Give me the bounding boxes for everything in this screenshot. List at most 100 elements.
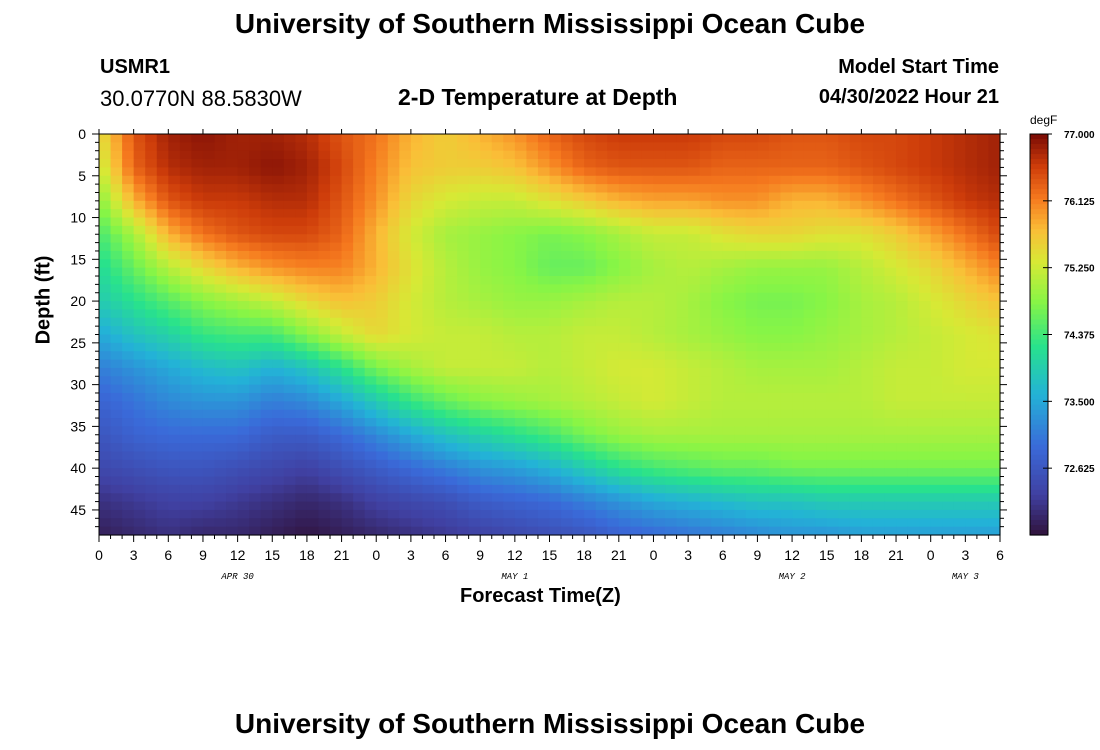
heatmap-cell bbox=[260, 342, 273, 352]
heatmap-cell bbox=[607, 317, 620, 327]
heatmap-cell bbox=[468, 501, 481, 511]
heatmap-cell bbox=[561, 159, 574, 169]
heatmap-cell bbox=[711, 184, 724, 194]
heatmap-cell bbox=[353, 234, 366, 244]
heatmap-cell bbox=[537, 134, 551, 143]
heatmap-cell bbox=[745, 301, 759, 311]
heatmap-cell bbox=[99, 250, 112, 260]
x-tick-label: 0 bbox=[372, 547, 380, 563]
heatmap-cell bbox=[445, 259, 458, 269]
heatmap-cell bbox=[99, 376, 112, 386]
heatmap-cell bbox=[514, 134, 527, 143]
heatmap-cell bbox=[549, 225, 562, 235]
heatmap-cell bbox=[445, 309, 458, 319]
heatmap-cell bbox=[572, 225, 585, 235]
heatmap-cell bbox=[445, 225, 458, 235]
heatmap-cell bbox=[491, 493, 504, 503]
heatmap-cell bbox=[179, 409, 193, 419]
heatmap-cell bbox=[168, 367, 181, 377]
heatmap-cell bbox=[953, 317, 966, 327]
heatmap-cell bbox=[641, 468, 655, 478]
heatmap-cell bbox=[191, 142, 204, 152]
heatmap-cell bbox=[584, 267, 597, 277]
heatmap-cell bbox=[387, 526, 400, 536]
heatmap-cell bbox=[503, 401, 516, 411]
heatmap-cell bbox=[780, 250, 793, 260]
heatmap-cell bbox=[480, 418, 493, 427]
heatmap-cell bbox=[283, 409, 296, 419]
heatmap-cell bbox=[226, 175, 239, 185]
heatmap-cell bbox=[745, 242, 759, 252]
heatmap-cell bbox=[711, 351, 724, 361]
heatmap-cell bbox=[584, 526, 597, 536]
heatmap-cell bbox=[884, 476, 897, 486]
heatmap-cell bbox=[942, 309, 955, 319]
heatmap-cell bbox=[480, 209, 493, 219]
heatmap-cell bbox=[318, 259, 331, 269]
heatmap-cell bbox=[260, 259, 273, 269]
heatmap-cell bbox=[942, 518, 955, 528]
heatmap-cell bbox=[387, 401, 400, 411]
heatmap-cell bbox=[641, 326, 655, 336]
heatmap-cell bbox=[168, 142, 181, 152]
heatmap-cell bbox=[422, 200, 435, 210]
heatmap-cell bbox=[734, 518, 747, 528]
heatmap-cell bbox=[688, 518, 701, 528]
heatmap-cell bbox=[965, 434, 978, 444]
heatmap-cell bbox=[387, 192, 400, 202]
heatmap-cell bbox=[110, 217, 123, 227]
heatmap-cell bbox=[653, 484, 666, 494]
heatmap-cell bbox=[480, 192, 493, 202]
heatmap-cell bbox=[919, 184, 932, 194]
y-tick-label: 5 bbox=[78, 168, 86, 184]
heatmap-cell bbox=[179, 367, 193, 377]
heatmap-cell bbox=[295, 225, 308, 235]
heatmap-cell bbox=[872, 167, 886, 177]
heatmap-cell bbox=[260, 242, 273, 252]
heatmap-cell bbox=[226, 451, 239, 461]
heatmap-cell bbox=[445, 401, 458, 411]
colorbar-unit-label: degF bbox=[1030, 113, 1058, 127]
heatmap-cell bbox=[815, 493, 828, 503]
heatmap-cell bbox=[526, 351, 539, 361]
heatmap-cell bbox=[503, 242, 516, 252]
heatmap-cell bbox=[803, 484, 816, 494]
heatmap-cell bbox=[872, 159, 886, 169]
heatmap-cell bbox=[803, 493, 816, 503]
heatmap-cell bbox=[249, 493, 262, 503]
heatmap-cell bbox=[491, 376, 504, 386]
heatmap-cell bbox=[780, 234, 793, 244]
heatmap-cell bbox=[896, 184, 909, 194]
heatmap-cell bbox=[872, 200, 886, 210]
heatmap-cell bbox=[838, 426, 851, 436]
heatmap-cell bbox=[942, 217, 955, 227]
heatmap-cell bbox=[353, 459, 366, 469]
heatmap-cell bbox=[653, 209, 666, 219]
heatmap-cell bbox=[572, 484, 585, 494]
heatmap-cell bbox=[306, 209, 320, 219]
x-tick-label: 0 bbox=[650, 547, 658, 563]
heatmap-cell bbox=[376, 184, 389, 194]
heatmap-cell bbox=[676, 267, 689, 277]
heatmap-cell bbox=[341, 267, 354, 277]
heatmap-cell bbox=[306, 392, 320, 402]
heatmap-cell bbox=[260, 476, 273, 486]
heatmap-cell bbox=[584, 250, 597, 260]
heatmap-cell bbox=[330, 134, 343, 143]
heatmap-cell bbox=[849, 501, 862, 511]
heatmap-cell bbox=[457, 518, 470, 528]
chart-subtitle: 2-D Temperature at Depth bbox=[398, 84, 678, 110]
heatmap-cell bbox=[826, 317, 839, 327]
heatmap-cell bbox=[410, 309, 424, 319]
heatmap-cell bbox=[214, 359, 227, 369]
heatmap-cell bbox=[872, 334, 886, 344]
heatmap-cell bbox=[745, 418, 759, 427]
heatmap-cell bbox=[549, 484, 562, 494]
heatmap-cell bbox=[306, 159, 320, 169]
colorbar-segment bbox=[1030, 414, 1048, 421]
heatmap-cell bbox=[965, 342, 978, 352]
heatmap-cell bbox=[433, 443, 447, 453]
heatmap-cell bbox=[341, 326, 354, 336]
heatmap-cell bbox=[122, 134, 135, 143]
heatmap-cell bbox=[930, 159, 943, 169]
